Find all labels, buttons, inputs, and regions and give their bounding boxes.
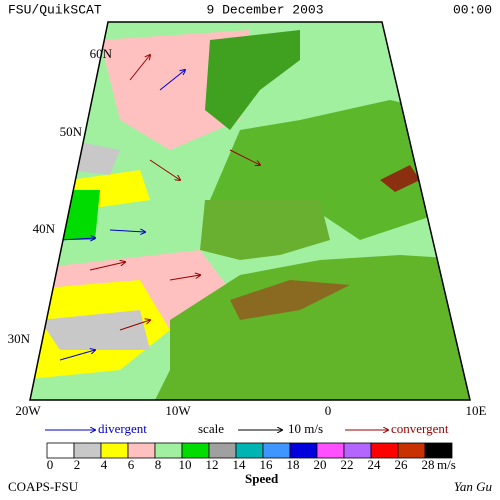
colorbar-title: Speed — [245, 471, 279, 486]
colorbar-unit: m/s — [437, 457, 456, 472]
colorbar-label: 16 — [260, 457, 274, 472]
scale-value: 10 m/s — [288, 421, 323, 436]
lat-label: 30N — [8, 331, 31, 346]
lat-label: 50N — [60, 124, 83, 139]
colorbar-label: 24 — [368, 457, 382, 472]
header-center: 9 December 2003 — [206, 2, 323, 17]
colorbar-label: 20 — [314, 457, 327, 472]
colorbar-swatch — [289, 442, 318, 459]
colorbar-swatch — [343, 442, 372, 459]
colorbar-label: 0 — [47, 457, 54, 472]
colorbar-swatch — [100, 442, 129, 459]
colorbar-label: 12 — [206, 457, 219, 472]
colorbar-swatch — [127, 442, 156, 459]
colorbar-swatch — [235, 442, 264, 459]
colorbar-label: 4 — [101, 457, 108, 472]
colorbar-swatch — [154, 442, 183, 459]
lon-label: 20W — [15, 403, 41, 418]
colorbar-swatch — [424, 442, 453, 459]
colorbar-label: 26 — [395, 457, 409, 472]
lat-label: 40N — [33, 221, 56, 236]
wind-region — [40, 310, 150, 350]
colorbar-label: 28 — [422, 457, 435, 472]
colorbar-swatch — [370, 442, 399, 459]
land — [205, 30, 300, 130]
colorbar-swatch — [73, 442, 102, 459]
footer-left: COAPS-FSU — [8, 479, 79, 494]
wind-region — [55, 190, 100, 240]
colorbar-swatch — [181, 442, 210, 459]
colorbar-label: 8 — [155, 457, 162, 472]
colorbar-swatch — [316, 442, 345, 459]
scale-label: scale — [198, 421, 224, 436]
land — [200, 200, 330, 260]
lon-label: 0 — [325, 403, 332, 418]
convergent-label: convergent — [391, 421, 449, 436]
land — [380, 165, 420, 192]
wind-arrows — [59, 55, 260, 361]
footer-right: Yan Gu — [454, 479, 493, 494]
land — [230, 280, 350, 320]
colorbar-label: 18 — [287, 457, 300, 472]
colorbar-label: 6 — [128, 457, 135, 472]
land — [150, 255, 470, 400]
colorbar-label: 10 — [179, 457, 192, 472]
map-frame — [29, 21, 471, 401]
colorbar-swatch — [262, 442, 291, 459]
lon-label: 10W — [165, 403, 191, 418]
colorbar-label: 14 — [233, 457, 247, 472]
colorbar: 0 2 4 6 8 10 12 14 16 18 20 22 24 26 28 m/s — [46, 442, 456, 472]
lon-label: 10E — [466, 403, 487, 418]
colorbar-swatch — [208, 442, 237, 459]
colorbar-label: 2 — [74, 457, 81, 472]
header-left: FSU/QuikSCAT — [8, 2, 102, 17]
divergent-label: divergent — [98, 421, 147, 436]
colorbar-swatch — [46, 442, 75, 459]
lat-label: 60N — [90, 46, 113, 61]
header-right: 00:00 — [453, 2, 492, 17]
colorbar-label: 22 — [341, 457, 354, 472]
colorbar-swatch — [397, 442, 426, 459]
